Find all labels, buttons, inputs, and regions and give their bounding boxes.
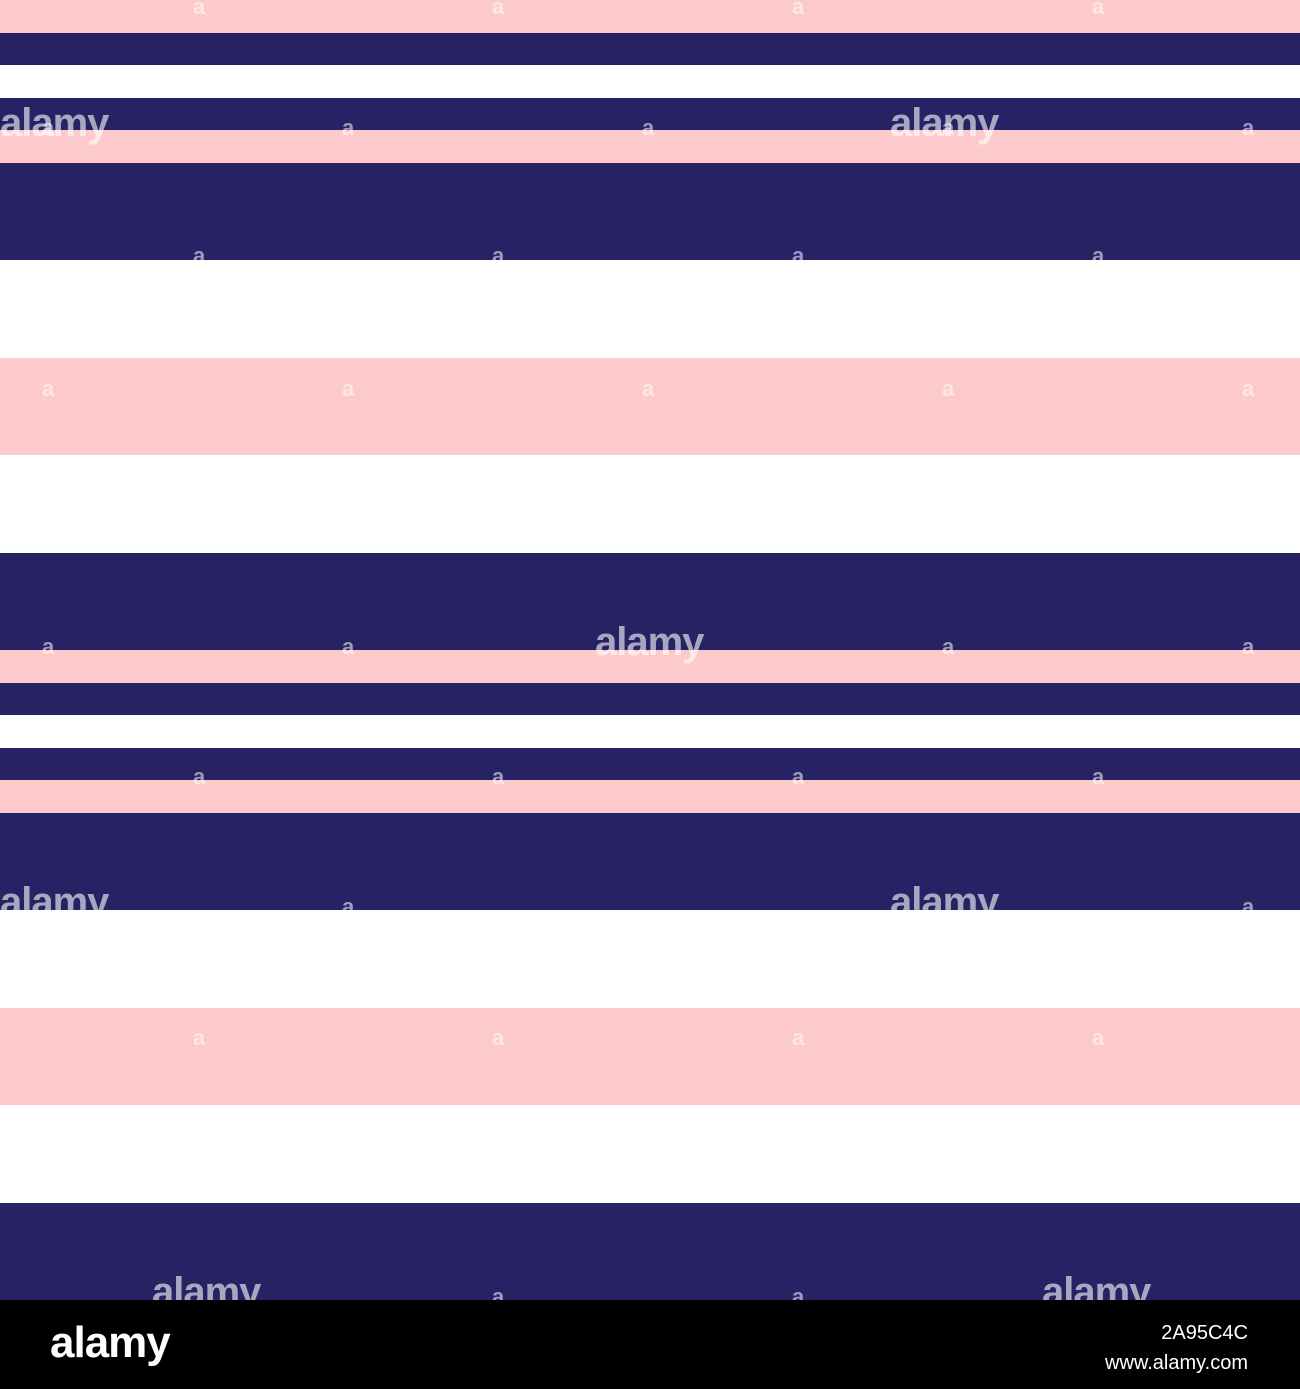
watermark-glyph: a — [193, 243, 206, 268]
stripe-white — [0, 65, 1300, 99]
watermark-glyph: a — [1242, 634, 1255, 659]
watermark-glyph: a — [342, 115, 355, 140]
watermark-glyph: a — [942, 115, 955, 140]
watermark-glyph: a — [1242, 115, 1255, 140]
stripe-white — [0, 1105, 1300, 1139]
watermark-glyph: a — [492, 764, 505, 789]
watermark-glyph: a — [1242, 894, 1255, 919]
stripe-white — [0, 975, 1300, 1009]
watermark-glyph: a — [492, 1025, 505, 1050]
stripe-white — [0, 715, 1300, 749]
stripe-pink — [0, 130, 1300, 164]
stripe-pink — [0, 1040, 1300, 1074]
watermark-glyph: a — [492, 243, 505, 268]
stripe-navy — [0, 1235, 1300, 1269]
stripe-navy — [0, 877, 1300, 911]
stripe-pink — [0, 780, 1300, 814]
watermark-glyph: a — [1092, 1025, 1105, 1050]
stripe-navy — [0, 32, 1300, 66]
watermark-glyph: a — [792, 243, 805, 268]
watermark-footer-bar: alamy 2A95C4C www.alamy.com — [0, 1300, 1300, 1389]
stripe-white — [0, 520, 1300, 554]
stripe-navy — [0, 812, 1300, 846]
watermark-glyph: a — [1092, 764, 1105, 789]
watermark-glyph: a — [193, 1025, 206, 1050]
stripe-navy — [0, 162, 1300, 196]
watermark-glyph: a — [792, 1025, 805, 1050]
stripe-pink — [0, 650, 1300, 684]
stripe-pink — [0, 0, 1300, 34]
watermark-glyph: a — [942, 634, 955, 659]
watermark-logo: alamy — [595, 620, 704, 664]
stripe-navy — [0, 195, 1300, 229]
stripe-pattern: a a a a a a a a a a a a a a a a a a a a a a a a a a a a a a a a a a alamy a… — [0, 0, 1300, 1300]
watermark-glyph: a — [1242, 376, 1255, 401]
watermark-glyph: a — [342, 894, 355, 919]
stripe-navy — [0, 747, 1300, 781]
stripe-white — [0, 487, 1300, 521]
stripe-navy — [0, 585, 1300, 619]
stripe-white — [0, 292, 1300, 326]
watermark-glyph: a — [42, 634, 55, 659]
stripe-white — [0, 325, 1300, 359]
stripe-white — [0, 942, 1300, 976]
watermark-glyph: a — [193, 0, 206, 19]
watermark-glyph: a — [792, 764, 805, 789]
watermark-logo: alamy — [1042, 1270, 1151, 1300]
watermark-glyph: a — [342, 634, 355, 659]
watermark-glyph: a — [792, 0, 805, 19]
site-url: www.alamy.com — [1105, 1352, 1248, 1374]
alamy-logo: alamy — [50, 1318, 171, 1367]
stripe-navy — [0, 682, 1300, 716]
stripe-navy — [0, 617, 1300, 651]
watermark-glyph: a — [342, 376, 355, 401]
watermark-glyph: a — [492, 1284, 505, 1301]
watermark-logo: alamy — [890, 880, 999, 924]
stripe-navy — [0, 845, 1300, 879]
watermark-glyph: a — [942, 376, 955, 401]
stripe-white — [0, 455, 1300, 489]
stripe-pink — [0, 390, 1300, 424]
watermark-logo: alamy — [0, 880, 109, 924]
watermark-glyph: a — [492, 0, 505, 19]
stripe-white — [0, 1137, 1300, 1171]
watermark-logo: alamy — [890, 101, 999, 145]
stripe-pink — [0, 1072, 1300, 1106]
stripe-navy — [0, 97, 1300, 131]
watermark-glyph: a — [1092, 243, 1105, 268]
stripe-white — [0, 910, 1300, 944]
watermark-glyph: a — [193, 764, 206, 789]
stripe-white — [0, 260, 1300, 294]
watermark-glyph: a — [42, 376, 55, 401]
watermark-logo: alamy — [0, 101, 109, 145]
watermark-glyph: a — [642, 115, 655, 140]
stripe-pink — [0, 1007, 1300, 1041]
watermark-logo: alamy — [152, 1270, 261, 1300]
stripe-navy — [0, 1202, 1300, 1236]
stripe-white — [0, 1170, 1300, 1204]
watermark-glyph: a — [1092, 0, 1105, 19]
watermark-glyph: a — [42, 115, 55, 140]
stripe-navy — [0, 227, 1300, 261]
stripe-navy — [0, 552, 1300, 586]
stripe-navy — [0, 1267, 1300, 1300]
stripe-pink — [0, 357, 1300, 391]
image-id: 2A95C4C — [1161, 1322, 1248, 1344]
watermark-glyph: a — [642, 376, 655, 401]
watermark-glyph: a — [792, 1284, 805, 1301]
stripe-pink — [0, 422, 1300, 456]
